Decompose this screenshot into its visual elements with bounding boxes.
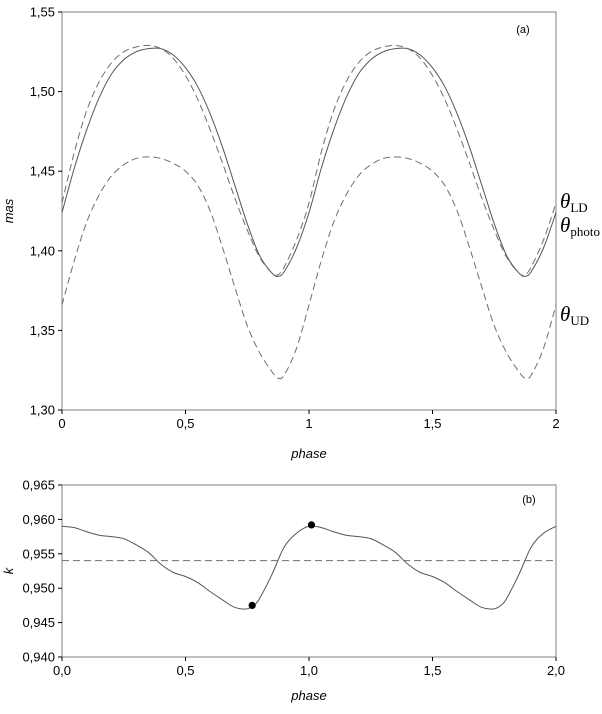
panel-b-ytick-label: 0,955 — [22, 546, 55, 561]
theta-ud-series-label: θUD — [560, 302, 589, 328]
panel-b-k-chart: 0,940 0,945 0,950 0,955 0,960 0,965 0,0 0,5 1,0 1… — [1, 478, 565, 704]
panel-b-xtick-label: 1,5 — [423, 663, 441, 678]
panel-b-xtick-label: 1,0 — [300, 663, 318, 678]
panel-a-series-ld-line — [61, 47, 557, 277]
panel-a-series-photo-line — [61, 44, 557, 276]
panel-b-xlabel: phase — [290, 688, 326, 703]
panel-b-ytick-label: 0,960 — [22, 512, 55, 527]
panel-b-ytick-label: 0,950 — [22, 581, 55, 596]
panel-b-xtick-label: 0,0 — [53, 663, 71, 678]
panel-a-series-group — [61, 44, 557, 380]
panel-b-axes: 0,940 0,945 0,950 0,955 0,960 0,965 0,0 0,5 1,0 1… — [22, 478, 565, 679]
panel-b-label: (b) — [522, 494, 535, 506]
theta-ld-symbol: θ — [560, 189, 570, 213]
theta-photo-symbol: θ — [560, 213, 570, 237]
panel-a-xtick-label: 1,5 — [423, 416, 441, 431]
panel-b-ytick-label: 0,940 — [22, 650, 55, 665]
panel-a-ylabel: mas — [1, 198, 16, 223]
theta-ud-subscript: UD — [570, 313, 589, 328]
theta-ld-series-label: θLD — [560, 189, 588, 215]
panel-b-plot-frame — [61, 484, 557, 658]
theta-ld-subscript: LD — [570, 200, 587, 215]
panel-b-ylabel: k — [1, 566, 16, 574]
panel-a-xlabel: phase — [290, 446, 326, 461]
panel-a-label: (a) — [516, 24, 529, 36]
panel-a-ytick-label: 1,35 — [30, 323, 55, 338]
panel-a-xtick-label: 2 — [552, 416, 559, 431]
panel-b-ytick-label: 0,945 — [22, 615, 55, 630]
panel-a-xtick-label: 0,5 — [176, 416, 194, 431]
panel-a-ytick-label: 1,50 — [30, 84, 55, 99]
theta-ud-symbol: θ — [560, 302, 570, 326]
panel-a-diameter-chart: 1,30 1,35 1,40 1,45 1,50 1,55 0 0,5 1 1,5 2 (a) ph… — [1, 5, 600, 462]
panel-b-xtick-label: 0,5 — [176, 663, 194, 678]
panel-a-axes: 1,30 1,35 1,40 1,45 1,50 1,55 0 0,5 1 1,5 2 — [30, 5, 560, 432]
panel-a-xtick-label: 0 — [58, 416, 65, 431]
panel-b-marker-point — [307, 521, 316, 529]
panel-b-marker-point — [248, 601, 256, 610]
panel-a-ytick-label: 1,55 — [30, 5, 55, 20]
panel-b-ytick-label: 0,965 — [22, 478, 55, 493]
panel-b-xtick-label: 2,0 — [547, 663, 565, 678]
theta-photo-series-label: θphoto — [560, 213, 600, 239]
panel-a-series-ud-line — [61, 156, 557, 380]
panel-b-series-group — [61, 521, 557, 610]
panel-a-ytick-label: 1,40 — [30, 243, 55, 258]
panel-a-ytick-label: 1,30 — [30, 403, 55, 418]
theta-photo-subscript: photo — [570, 224, 600, 239]
panel-a-ytick-label: 1,45 — [30, 164, 55, 179]
panel-a-xtick-label: 1 — [305, 416, 312, 431]
panel-b-series-line — [61, 525, 557, 610]
